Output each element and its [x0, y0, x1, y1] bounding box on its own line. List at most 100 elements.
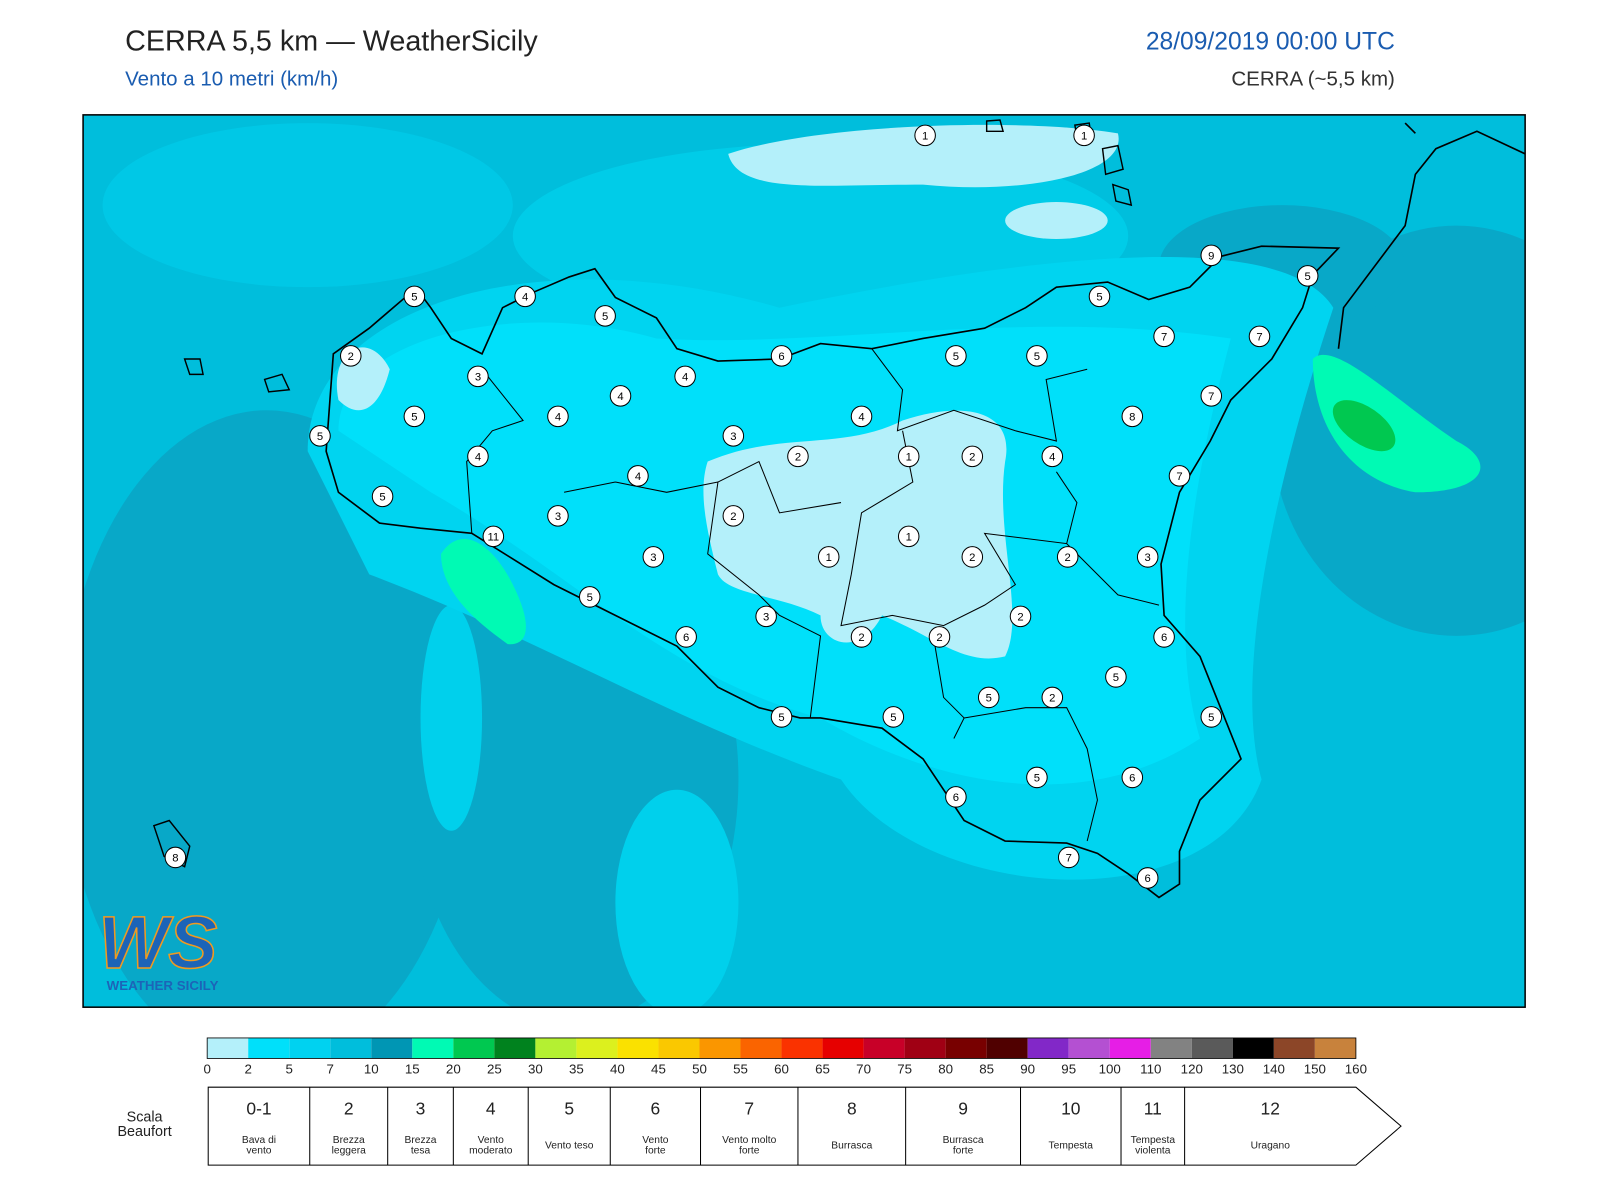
colorbar-segment [945, 1037, 987, 1059]
colorbar-segment [248, 1037, 290, 1059]
station: 6 [1136, 867, 1159, 889]
station-value: 3 [763, 611, 769, 623]
station: 1 [897, 525, 920, 548]
station-marker [722, 505, 745, 527]
station-marker [961, 445, 984, 468]
colorbar: 0 2 5 7 10 15 20 25 30 35 40 45 50 55 60 65 70 75 80 85 90 95… [203, 1037, 1367, 1076]
station: 5 [1026, 345, 1048, 367]
station-value: 6 [1129, 772, 1135, 784]
station-value: 5 [379, 491, 385, 503]
station-marker [164, 846, 187, 869]
colorbar-tick-label: 130 [1222, 1061, 1244, 1076]
station-value: 8 [172, 852, 178, 864]
station-value: 6 [953, 792, 959, 804]
station-value: 2 [1065, 552, 1071, 564]
station: 1 [817, 546, 840, 568]
station-marker [945, 786, 967, 808]
beaufort-description: vento [246, 1145, 271, 1156]
station-value: 3 [650, 552, 656, 564]
colorbar-tick-label: 110 [1140, 1061, 1161, 1076]
station: 1 [1073, 124, 1095, 147]
station: 3 [467, 365, 489, 388]
station: 4 [850, 405, 873, 428]
beaufort-description: Bava di [242, 1135, 276, 1146]
station-marker [977, 686, 1000, 709]
station: 2 [1041, 686, 1064, 709]
station-marker [961, 546, 984, 568]
station-marker [309, 425, 331, 447]
station: 4 [514, 285, 536, 308]
colorbar-tick-label: 160 [1345, 1061, 1367, 1076]
station-value: 6 [778, 351, 784, 363]
map-frame [82, 114, 1526, 1008]
station: 5 [1088, 285, 1111, 308]
station: 7 [1200, 385, 1223, 407]
station-marker [1057, 846, 1080, 869]
colorbar-tick-label: 80 [938, 1061, 953, 1076]
station-value: 4 [1049, 451, 1055, 463]
colorbar-segment [1232, 1037, 1274, 1059]
station-marker [1296, 265, 1319, 287]
station-value: 5 [890, 712, 896, 724]
station: 5 [882, 706, 905, 728]
station: 5 [403, 285, 426, 308]
station-marker [594, 305, 616, 327]
station: 3 [722, 425, 745, 447]
station-marker [755, 605, 777, 628]
beaufort-force: 9 [958, 1098, 968, 1118]
station: 3 [1136, 546, 1159, 568]
colorbar-tick-label: 70 [856, 1061, 871, 1076]
station-marker [1121, 405, 1144, 428]
station-marker [371, 485, 394, 508]
beaufort-force: 3 [416, 1098, 426, 1118]
colorbar-segment [1027, 1037, 1069, 1059]
station-marker [817, 546, 840, 568]
beaufort-description: Vento [642, 1135, 669, 1146]
station: 5 [977, 686, 1000, 709]
colorbar-tick-label: 65 [815, 1061, 830, 1076]
station: 7 [1057, 846, 1080, 869]
station-marker [403, 285, 426, 308]
colorbar-tick-label: 7 [327, 1061, 334, 1076]
station-marker [850, 405, 873, 428]
station-marker [1041, 445, 1064, 468]
station-marker [897, 445, 920, 468]
beaufort-force: 7 [744, 1098, 754, 1118]
station-value: 4 [555, 411, 561, 423]
beaufort-description: forte [739, 1145, 760, 1156]
beaufort-description: Vento teso [545, 1140, 594, 1151]
station-marker [770, 345, 793, 367]
station-value: 2 [1017, 611, 1023, 623]
station-marker [1073, 124, 1095, 147]
station-marker [403, 405, 426, 428]
station-marker [770, 706, 793, 728]
colorbar-tick-label: 5 [286, 1061, 293, 1076]
beaufort-force: 0-1 [246, 1098, 271, 1118]
station: 2 [961, 445, 984, 468]
station-marker [627, 465, 649, 487]
beaufort-description: Tempesta [1049, 1140, 1094, 1151]
station-marker [1136, 867, 1159, 889]
colorbar-tick-label: 45 [651, 1061, 666, 1076]
colorbar-tick-label: 150 [1304, 1061, 1326, 1076]
station-marker [1026, 345, 1048, 367]
station-value: 5 [1096, 291, 1102, 303]
station: 9 [1200, 244, 1223, 267]
station-marker [882, 706, 905, 728]
station-value: 9 [1208, 250, 1214, 262]
colorbar-segment [1068, 1037, 1110, 1059]
station-value: 3 [555, 511, 561, 523]
beaufort-description: Burrasca [831, 1140, 872, 1151]
station-value: 7 [1208, 391, 1214, 403]
station: 6 [675, 626, 697, 648]
datetime: 28/09/2019 00:00 UTC [1146, 29, 1395, 56]
station-value: 5 [1113, 672, 1119, 684]
station: 11 [482, 525, 505, 548]
station-marker [1153, 626, 1175, 648]
station-value: 3 [1145, 552, 1151, 564]
station: 5 [945, 345, 967, 367]
colorbar-tick-label: 85 [979, 1061, 994, 1076]
station-marker [1121, 766, 1144, 789]
